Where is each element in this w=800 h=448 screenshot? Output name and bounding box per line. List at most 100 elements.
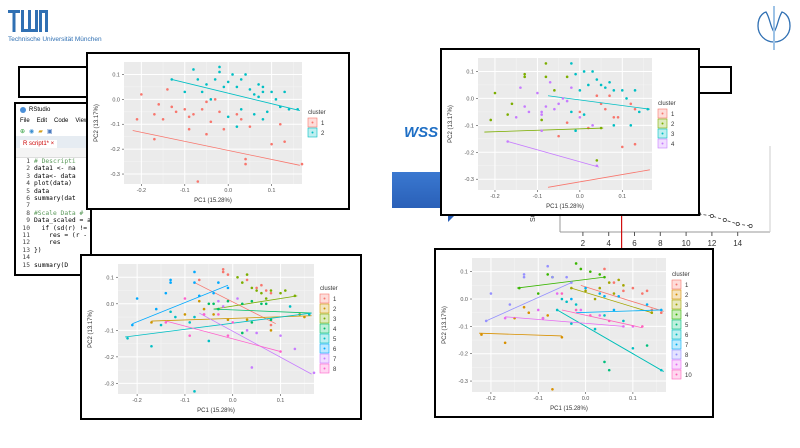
data-point <box>169 281 172 284</box>
data-point <box>604 86 607 89</box>
series-cluster-4 <box>506 80 600 168</box>
data-point <box>244 157 247 161</box>
data-point <box>193 390 196 393</box>
legend-label: 7 <box>685 343 689 349</box>
cluster-line <box>561 309 643 329</box>
menu-file[interactable]: File <box>20 118 30 124</box>
data-point <box>240 281 244 284</box>
legend-label: 2 <box>333 307 337 313</box>
menu-view[interactable]: View <box>75 118 89 124</box>
data-point <box>279 291 282 295</box>
menu-code[interactable]: Code <box>54 118 69 124</box>
open-project-icon[interactable]: ◉ <box>29 128 35 135</box>
x-tick-label: -0.1 <box>180 398 189 404</box>
data-point <box>212 313 215 316</box>
x-tick-label: 0.1 <box>618 194 626 200</box>
data-point <box>591 70 594 73</box>
cluster-line <box>171 79 300 111</box>
data-point <box>126 336 129 340</box>
line-text: Data_scaled = apply(data, 2, function(r)… <box>34 217 91 225</box>
data-point <box>231 321 235 324</box>
data-point <box>546 314 550 317</box>
data-point <box>217 313 220 316</box>
x-tick-label: -0.1 <box>533 194 542 200</box>
x-tick-label: -0.2 <box>137 188 146 194</box>
data-point <box>264 289 268 292</box>
data-point <box>296 108 299 111</box>
data-point <box>570 86 573 89</box>
tab-rscript[interactable]: R script1* × <box>20 140 58 148</box>
line-text: summary(D <box>34 261 69 269</box>
data-point <box>650 311 654 314</box>
data-point <box>659 311 663 314</box>
code-line: 10 if (sd(r) != 0) <box>16 225 90 232</box>
line-number: 3 <box>26 172 30 180</box>
data-point <box>261 90 265 94</box>
data-point <box>551 387 554 391</box>
code-editor[interactable]: 1 # Descripti 2 data1 <- na 3 data<- data 4 plo… <box>16 158 90 269</box>
data-point <box>150 321 153 324</box>
x-tick-label: 0.1 <box>268 188 276 194</box>
data-point <box>217 307 220 311</box>
data-point <box>212 302 215 306</box>
legend-title: cluster <box>672 272 690 278</box>
data-point <box>231 73 234 76</box>
x-tick-label: 0.1 <box>629 396 637 402</box>
data-point <box>598 314 602 317</box>
data-point <box>603 267 606 271</box>
data-point <box>222 127 226 131</box>
data-point <box>607 281 611 284</box>
line-number: 14 <box>22 254 30 262</box>
plot-panel-bg <box>472 258 666 392</box>
code-line: 9 Data_scaled = apply(data, 2, function(r… <box>16 217 90 224</box>
legend-key-dot <box>675 333 678 336</box>
data-point <box>255 289 258 292</box>
data-point <box>187 115 191 119</box>
data-point <box>629 124 633 127</box>
data-point <box>226 80 230 84</box>
data-point <box>166 88 169 91</box>
cluster-line <box>125 312 312 338</box>
legend-label: 1 <box>333 297 337 303</box>
line-number: 11 <box>22 232 30 240</box>
legend-key-dot <box>323 317 326 320</box>
data-point <box>226 273 230 276</box>
data-point <box>209 120 213 124</box>
data-point <box>659 368 663 372</box>
elbow-tick-label: 14 <box>733 239 742 248</box>
new-file-icon[interactable]: ⊕ <box>20 128 26 135</box>
legend-title: cluster <box>658 101 676 107</box>
menu-edit[interactable]: Edit <box>36 118 48 124</box>
data-point <box>565 275 568 279</box>
series-cluster-4 <box>207 299 312 335</box>
data-point <box>226 334 230 337</box>
y-tick-label: 0.0 <box>466 96 474 102</box>
data-point <box>183 90 187 94</box>
legend-key-dot <box>675 323 678 326</box>
line-text: }) <box>34 246 42 254</box>
y-tick-label: -0.3 <box>465 177 474 183</box>
line-text: res = (r - mean(r))/sd(r) else res = 0 *… <box>49 232 88 240</box>
data-point <box>645 289 649 293</box>
data-point <box>174 110 178 114</box>
data-point <box>607 368 611 372</box>
y-axis-title: PC2 (13.17%) <box>88 310 94 348</box>
elbow-tick-label: 10 <box>682 239 691 248</box>
code-line: 11 res = (r - mean(r))/sd(r) else res = … <box>16 232 90 239</box>
data-point <box>212 291 215 295</box>
data-point <box>622 319 625 323</box>
cluster-line <box>516 276 605 289</box>
data-point <box>245 278 249 282</box>
data-point <box>631 286 635 290</box>
line-text: res <box>34 239 61 247</box>
x-tick-label: 0.0 <box>582 396 590 402</box>
data-point <box>200 108 204 111</box>
open-folder-icon[interactable]: ▰ <box>38 128 43 135</box>
save-icon[interactable]: ▣ <box>46 128 53 135</box>
data-point <box>544 105 548 108</box>
elbow-tick-label: 6 <box>632 239 637 248</box>
data-point <box>565 121 569 124</box>
cluster-line <box>576 309 662 314</box>
legend-label: 5 <box>333 337 337 343</box>
code-line: 1 # Descripti <box>16 158 90 165</box>
